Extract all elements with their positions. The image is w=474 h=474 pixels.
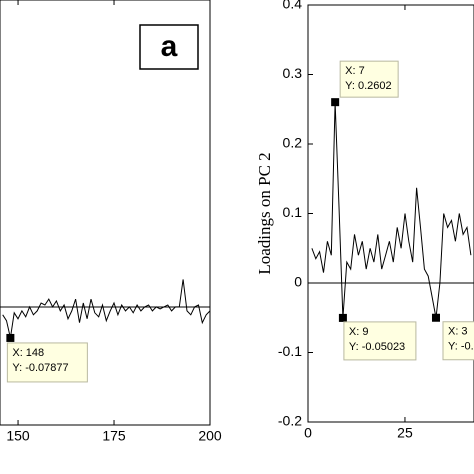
datatip-marker (331, 98, 340, 107)
datatip-marker (431, 313, 440, 322)
datatip-text: Y: -0.05023 (349, 341, 405, 353)
x-tick-label: 175 (102, 428, 126, 444)
x-tick-label: 25 (397, 425, 413, 441)
y-axis-label: Loadings on PC 2 (255, 152, 274, 274)
y-tick-label: -0.2 (278, 413, 302, 429)
datatip-box (442, 321, 474, 361)
datatip-text: X: 148 (12, 347, 44, 359)
x-tick-label: 200 (198, 428, 222, 444)
panel-label-box (139, 24, 199, 70)
datatip-text: Y: -0. (448, 341, 474, 353)
datatip-text: X: 3 (448, 326, 468, 338)
y-tick-label: 0 (294, 274, 302, 290)
y-tick-label: -0.1 (278, 343, 302, 359)
panel-label: a (161, 30, 178, 63)
datatip-marker (6, 333, 15, 342)
datatip-box (339, 60, 399, 98)
datatip-text: Y: -0.07877 (12, 362, 68, 374)
data-line (311, 102, 472, 318)
datatip-text: Y: 0.2602 (345, 80, 392, 92)
datatip-text: X: 7 (345, 65, 365, 77)
x-tick-label: 0 (304, 425, 312, 441)
plot-frame (0, 0, 211, 426)
datatip-box (6, 342, 88, 383)
y-tick-label: 0.4 (283, 0, 303, 12)
datatip-box (343, 321, 417, 361)
y-tick-label: 0.1 (283, 204, 303, 220)
datatip-text: X: 9 (349, 326, 369, 338)
y-tick-label: 0.2 (283, 135, 303, 151)
y-tick-label: 0.3 (283, 65, 303, 81)
datatip-marker (338, 313, 347, 322)
data-line (2, 279, 211, 339)
x-tick-label: 150 (6, 428, 30, 444)
